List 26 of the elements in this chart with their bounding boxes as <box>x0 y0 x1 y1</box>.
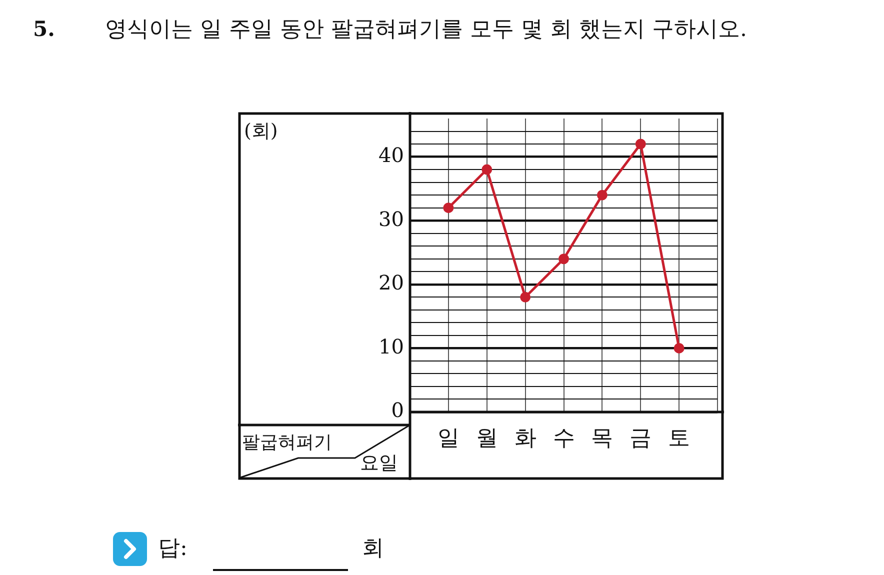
point <box>635 138 646 150</box>
text: (회) <box>244 119 278 144</box>
y-tick-label: 30 <box>378 206 404 231</box>
x-tick-label: 토 <box>668 426 690 451</box>
y-tick-label: 10 <box>378 334 404 358</box>
x-axis-title: 요일 <box>360 451 398 476</box>
point <box>482 164 492 175</box>
y-tick-label: 0 <box>391 398 404 422</box>
x-tick-label: 화 <box>514 426 536 451</box>
text: 답: <box>158 535 188 563</box>
y-tick-label: 20 <box>378 270 404 295</box>
x-tick-label: 수 <box>552 426 575 451</box>
x-tick-label: 목 <box>591 426 614 451</box>
point <box>443 202 454 214</box>
text: 5. <box>33 16 55 41</box>
text: 팔굽혀펴기 <box>242 431 332 454</box>
text: 회 <box>362 535 384 563</box>
point <box>520 292 531 302</box>
point <box>674 342 684 354</box>
point <box>558 254 569 264</box>
y-tick-label: 40 <box>378 142 404 167</box>
x-tick-label: 금 <box>630 426 652 451</box>
x-tick-label: 일 <box>437 426 460 451</box>
chart-title: 영식이는 일 주일 동안 팔굽혀펴기를 모두 몇 회 했는지 구하시오. <box>105 16 747 44</box>
point <box>596 190 608 200</box>
x-tick-label: 월 <box>476 426 498 451</box>
